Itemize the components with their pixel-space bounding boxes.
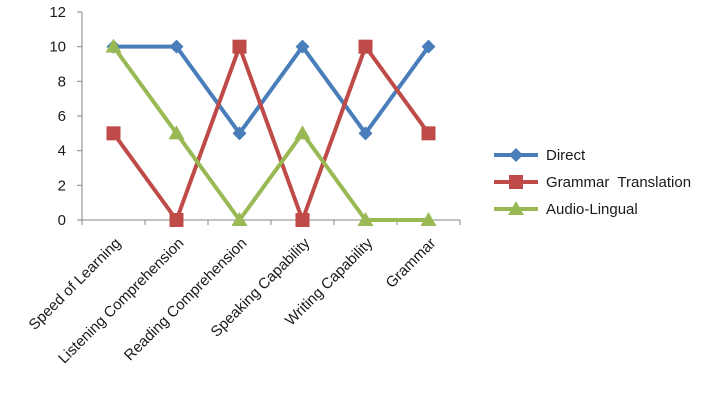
y-tick-label: 8 — [58, 73, 66, 90]
data-point — [168, 125, 185, 140]
legend-label: Grammar Translation — [546, 174, 691, 191]
legend-item-audio-lingual: Audio-Lingual — [494, 201, 638, 218]
y-tick-label: 2 — [58, 177, 66, 194]
axes: 0 2 4 6 8 10 12 — [49, 4, 461, 229]
data-point — [294, 125, 311, 140]
data-point — [231, 212, 248, 226]
legend-item-grammar-translation: Grammar Translation — [494, 174, 691, 191]
series-line — [111, 44, 431, 222]
legend-marker — [509, 175, 523, 189]
y-tick-label: 4 — [58, 143, 66, 160]
data-point — [106, 126, 121, 141]
data-point — [232, 126, 247, 141]
series-layer — [105, 38, 437, 227]
x-category-label: Grammar — [383, 235, 440, 292]
legend-marker — [508, 201, 524, 215]
y-tick-label: 0 — [58, 212, 66, 229]
data-point — [169, 39, 184, 54]
series-line — [111, 45, 429, 222]
legend-marker — [509, 148, 523, 162]
data-point — [169, 213, 184, 227]
data-point — [421, 126, 436, 141]
y-tick-label: 6 — [58, 108, 66, 125]
legend-label: Direct — [546, 147, 586, 164]
y-tick-label: 10 — [49, 39, 66, 56]
data-point — [358, 126, 373, 141]
data-point — [295, 213, 310, 227]
legend-item-direct: Direct — [494, 147, 586, 164]
data-point — [420, 212, 437, 226]
y-tick-label: 12 — [49, 4, 66, 21]
data-point — [232, 39, 247, 54]
series-line — [113, 44, 431, 136]
data-point — [295, 39, 310, 54]
data-point — [358, 39, 373, 54]
legend: Direct Grammar Translation Audio-Lingual — [494, 147, 691, 218]
series-audio-lingual — [105, 38, 437, 226]
x-category-label: Listening Comprehension — [55, 235, 187, 367]
data-point — [105, 38, 122, 53]
x-category-label: Reading Comprehension — [121, 235, 250, 364]
legend-label: Audio-Lingual — [546, 201, 638, 218]
series-grammar-translation — [106, 39, 436, 227]
data-point — [357, 212, 374, 226]
data-point — [421, 39, 436, 54]
series-direct — [106, 39, 436, 141]
